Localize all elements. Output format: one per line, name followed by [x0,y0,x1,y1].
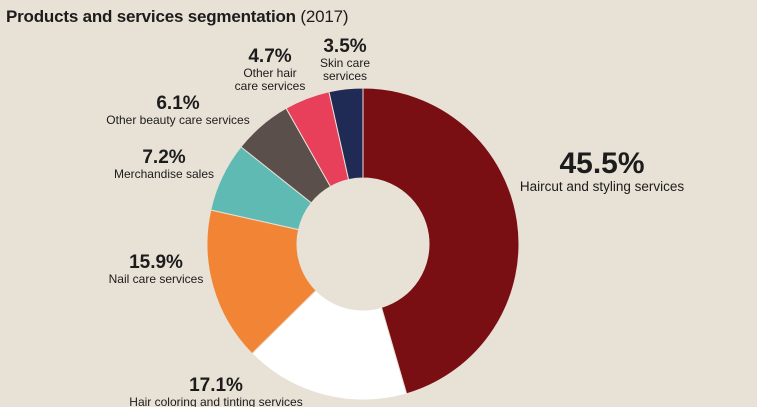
slice-value-label: 45.5% [559,147,644,180]
slice-category-label: Other hair [243,66,296,80]
slice-value-label: 15.9% [129,252,183,273]
chart-title-text: Products and services segmentation [6,7,296,26]
slice-value-label: 7.2% [142,147,185,168]
slice-category-label: Skin care [320,56,370,70]
slice-category-label: Merchandise sales [114,167,214,181]
slice-category-label: services [323,69,367,83]
chart-title: Products and services segmentation (2017… [6,7,349,27]
chart-title-year: (2017) [300,7,349,26]
slice-category-label: Nail care services [109,272,204,286]
donut-slices [206,87,520,401]
slice-category-label: Haircut and styling services [520,179,685,194]
slice-value-label: 17.1% [189,375,243,396]
slice-labels: 45.5%Haircut and styling services 17.1%Ha… [106,36,684,407]
slice-category-label: Hair coloring and tinting services [129,395,302,407]
slice-value-label: 4.7% [248,46,291,67]
slice-value-label: 6.1% [156,93,199,114]
slice-category-label: care services [235,79,306,93]
slice-category-label: Other beauty care services [106,113,249,127]
donut-hole [297,178,429,310]
slice-value-label: 3.5% [323,36,366,57]
